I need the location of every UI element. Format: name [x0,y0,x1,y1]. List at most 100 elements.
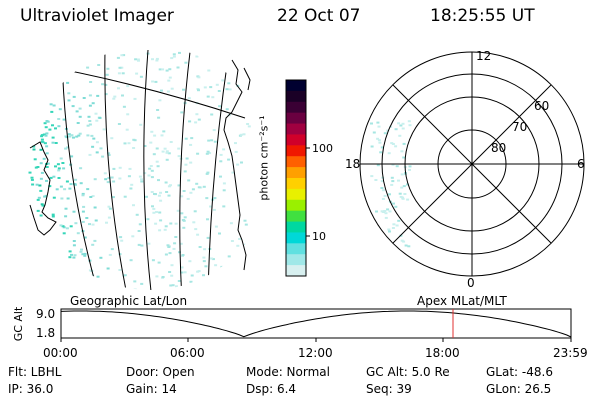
emission-pixel [129,259,133,262]
emission-pixel [203,248,207,251]
emission-pixel [172,247,176,250]
mlat-label-60: 60 [534,99,549,113]
emission-pixel [229,222,233,225]
emission-pixel [88,104,92,107]
emission-pixel [65,227,69,230]
emission-pixel [242,133,246,136]
emission-pixel [52,196,56,199]
emission-pixel [45,145,49,148]
emission-pixel [219,153,223,156]
timeline-label-geographic: Geographic Lat/Lon [70,294,187,308]
emission-pixel [222,189,226,192]
emission-pixel [206,171,210,174]
emission-pixel [86,188,90,191]
emission-pixel [59,185,63,188]
emission-pixel [152,153,156,156]
emission-pixel [400,150,404,153]
emission-pixel [151,259,155,262]
longitude-line [179,51,191,290]
emission-pixel [159,199,163,202]
emission-pixel [95,151,99,154]
emission-pixel [117,72,121,75]
glat-value: GLat: -48.6 [486,365,553,379]
emission-pixel [89,81,93,83]
emission-pixel [395,165,399,168]
emission-pixel [398,134,402,137]
timeline-ytick-low: 1.8 [36,326,55,340]
emission-pixel [112,180,116,183]
uv-emission-pixels [28,51,251,290]
color-scale-frame [285,79,307,277]
emission-pixel [44,126,48,129]
emission-pixel [70,253,73,256]
filter-value: Flt: LBHL [8,365,62,379]
emission-pixel [132,138,136,141]
emission-pixel [140,180,144,183]
emission-pixel [105,73,109,76]
color-step [286,221,306,233]
emission-pixel [120,66,124,69]
emission-pixel [190,274,194,277]
emission-pixel [69,225,73,228]
emission-pixel [95,141,99,144]
emission-pixel [110,137,114,140]
emission-pixel [138,223,142,226]
emission-pixel [207,69,211,72]
emission-pixel [96,94,100,97]
emission-pixel [395,224,399,227]
emission-pixel [205,152,209,155]
emission-pixel [180,271,184,274]
emission-pixel [45,120,49,122]
emission-pixel [174,222,178,225]
emission-pixel [106,181,110,184]
emission-pixel [407,120,411,123]
emission-pixel [182,226,186,229]
polar-grid [359,51,585,277]
emission-pixel [85,217,89,219]
emission-pixel [38,184,42,187]
emission-pixel [40,135,44,138]
emission-pixel [95,119,99,122]
glon-value: GLon: 26.5 [486,382,552,396]
mlt-label-6: 6 [577,157,585,171]
emission-pixel [164,225,168,228]
emission-pixel [138,175,142,178]
polar-diagonal [392,84,552,244]
emission-pixel [158,68,162,71]
emission-pixel [83,254,87,257]
emission-pixel [401,122,405,125]
emission-pixel [79,250,83,253]
emission-pixel [177,147,181,150]
emission-pixel [150,130,154,133]
color-step [286,178,306,190]
emission-pixel [137,230,141,232]
color-step [286,90,306,103]
emission-pixel [36,166,40,168]
emission-pixel [81,210,85,213]
color-step [286,265,306,277]
emission-pixel [149,141,153,144]
emission-pixel [231,171,235,174]
emission-pixel [36,209,40,212]
observation-date: 22 Oct 07 [277,6,361,26]
emission-pixel [156,165,160,168]
emission-pixel [392,202,395,205]
altitude-timeline: Geographic Lat/Lon Apex MLat/MLT GC Alt … [12,294,588,360]
emission-pixel [211,96,215,99]
emission-pixel [210,139,214,142]
emission-pixel [400,186,404,189]
emission-pixel [88,269,92,272]
emission-pixel [132,147,136,149]
emission-pixel [102,128,106,131]
color-scale-bar: 100 10 [285,79,333,277]
emission-pixel [137,243,141,246]
emission-pixel [133,97,137,100]
time-tick-0000: 00:00 [43,346,78,360]
emission-pixel [74,222,78,225]
emission-pixel [103,172,107,175]
emission-pixel [63,188,67,191]
emission-pixel [118,166,122,169]
emission-pixel [135,72,139,75]
emission-pixel [88,223,91,226]
emission-pixel [182,190,186,192]
